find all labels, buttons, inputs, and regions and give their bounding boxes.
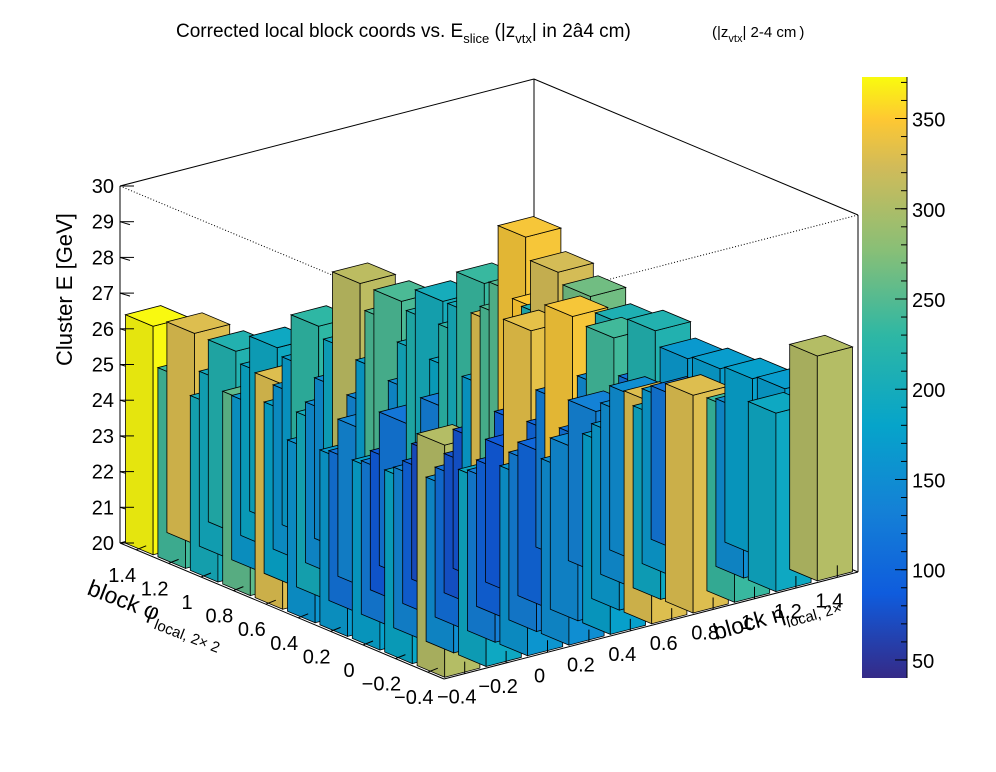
svg-text:Corrected local block coords v: Corrected local block coords vs. Eslice …	[176, 21, 631, 46]
title-extra-post: | 2-4 cm	[742, 24, 796, 41]
colorbar	[862, 77, 907, 678]
z-tick-label: 22	[92, 462, 114, 484]
bar-left-face	[665, 382, 694, 614]
y-tick-label: 0.4	[270, 633, 298, 655]
bar-left-face	[125, 314, 154, 556]
z-tick-label: 25	[92, 355, 114, 377]
colorbar-axis: 50 100 150 200 250 300 350	[895, 77, 945, 678]
title-extra-sub: vtx	[728, 33, 743, 45]
x-tick-label: 0.4	[608, 644, 636, 666]
colorbar-tick-label: 250	[912, 290, 945, 312]
bar-top-face	[165, 312, 231, 334]
title-mid: (|z	[489, 21, 515, 42]
y-tick-mark	[427, 667, 438, 673]
y-tick-mark	[395, 654, 406, 660]
y-tick-mark	[298, 613, 309, 619]
z-tick-label: 29	[92, 212, 114, 234]
x-tick-label: −0.4	[437, 687, 476, 709]
colorbar-tick-label: 350	[912, 110, 945, 132]
x-tick-label: 1	[741, 612, 752, 634]
y-tick-label: −0.2	[362, 674, 401, 696]
y-axis-line	[119, 542, 445, 680]
bar-top-face	[543, 295, 609, 317]
y-tick-label: 0.2	[303, 646, 331, 668]
y-tick-mark	[168, 558, 179, 564]
axes-group: −0.4 −0.2 0 0.2 0.4 0.6 0.8 1 1.2 1.4−0.4−0.200.2…	[92, 176, 859, 709]
colorbar-tick-label: 50	[912, 651, 934, 673]
bar	[788, 334, 854, 582]
z-tick-label: 24	[92, 390, 114, 412]
title-extra-close: )	[799, 24, 804, 41]
title-text: Corrected local block coords vs. E	[176, 21, 463, 42]
y-tick-mark	[136, 545, 147, 551]
x-axis-line	[443, 571, 859, 680]
x-tick-label: 0.2	[567, 655, 595, 677]
y-tick-label: 0.8	[205, 606, 233, 628]
y-tick-mark	[362, 640, 374, 646]
y-tick-label: −0.4	[394, 687, 433, 709]
z-tick-label: 27	[92, 283, 114, 305]
bar-top-face	[561, 275, 627, 297]
z-tick-label: 20	[92, 533, 114, 555]
title-extra-pre: (|z	[712, 24, 728, 41]
y-tick-label: 1.2	[141, 578, 169, 600]
x-tick-label: 1.2	[774, 601, 802, 623]
z-tick-label: 23	[92, 426, 114, 448]
x-axis-title-main: block η	[710, 600, 787, 645]
bar-top-face	[529, 251, 595, 273]
y-tick-label: 0.6	[238, 619, 266, 641]
z-tick-label: 21	[92, 497, 114, 519]
top-front-right-edge	[443, 214, 859, 323]
x-tick-label: 0.6	[650, 633, 678, 655]
z-tick-label: 30	[92, 176, 114, 198]
x-tick-label: 0.8	[691, 622, 719, 644]
bar-top-face	[788, 334, 854, 357]
chart-title: Corrected local block coords vs. Eslice …	[176, 21, 804, 46]
top-back-right-edge	[533, 78, 859, 216]
bar-left-face	[747, 400, 777, 593]
bar-top-face	[626, 309, 692, 332]
z-axis-title: Cluster E [GeV]	[52, 213, 77, 366]
bar-top-face	[664, 374, 730, 396]
bar-top-face	[331, 262, 397, 284]
title-subscript: slice	[463, 31, 489, 46]
y-tick-label: 0	[343, 660, 354, 682]
y-tick-mark	[233, 586, 244, 592]
colorbar-tick-label: 150	[912, 470, 945, 492]
top-back-left-edge	[119, 78, 535, 187]
bar-right-face	[816, 346, 853, 582]
x-tick-label: −0.2	[478, 676, 517, 698]
y-tick-label: 1.4	[108, 565, 136, 587]
y-tick-label: 1	[181, 592, 192, 614]
y-tick-mark	[265, 599, 276, 605]
z-tick-label: 28	[92, 247, 114, 269]
svg-text:(|zvtx| 2-4 cm): (|zvtx| 2-4 cm)	[712, 24, 804, 45]
bar-top-face	[496, 216, 563, 238]
y-tick-mark	[330, 626, 341, 632]
colorbar-tick-label: 200	[912, 380, 945, 402]
title-subscript-2: vtx	[515, 31, 532, 46]
x-tick-label: 0	[534, 665, 545, 687]
title-rest: | in 2â4 cm)	[532, 21, 631, 42]
bar-left-face	[789, 343, 818, 582]
bars-group	[124, 216, 854, 678]
colorbar-tick-label: 100	[912, 561, 945, 583]
colorbar-tick-label: 300	[912, 200, 945, 222]
x-tick-label: 1.4	[815, 590, 843, 612]
y-tick-mark	[200, 572, 212, 578]
z-tick-label: 26	[92, 319, 114, 341]
